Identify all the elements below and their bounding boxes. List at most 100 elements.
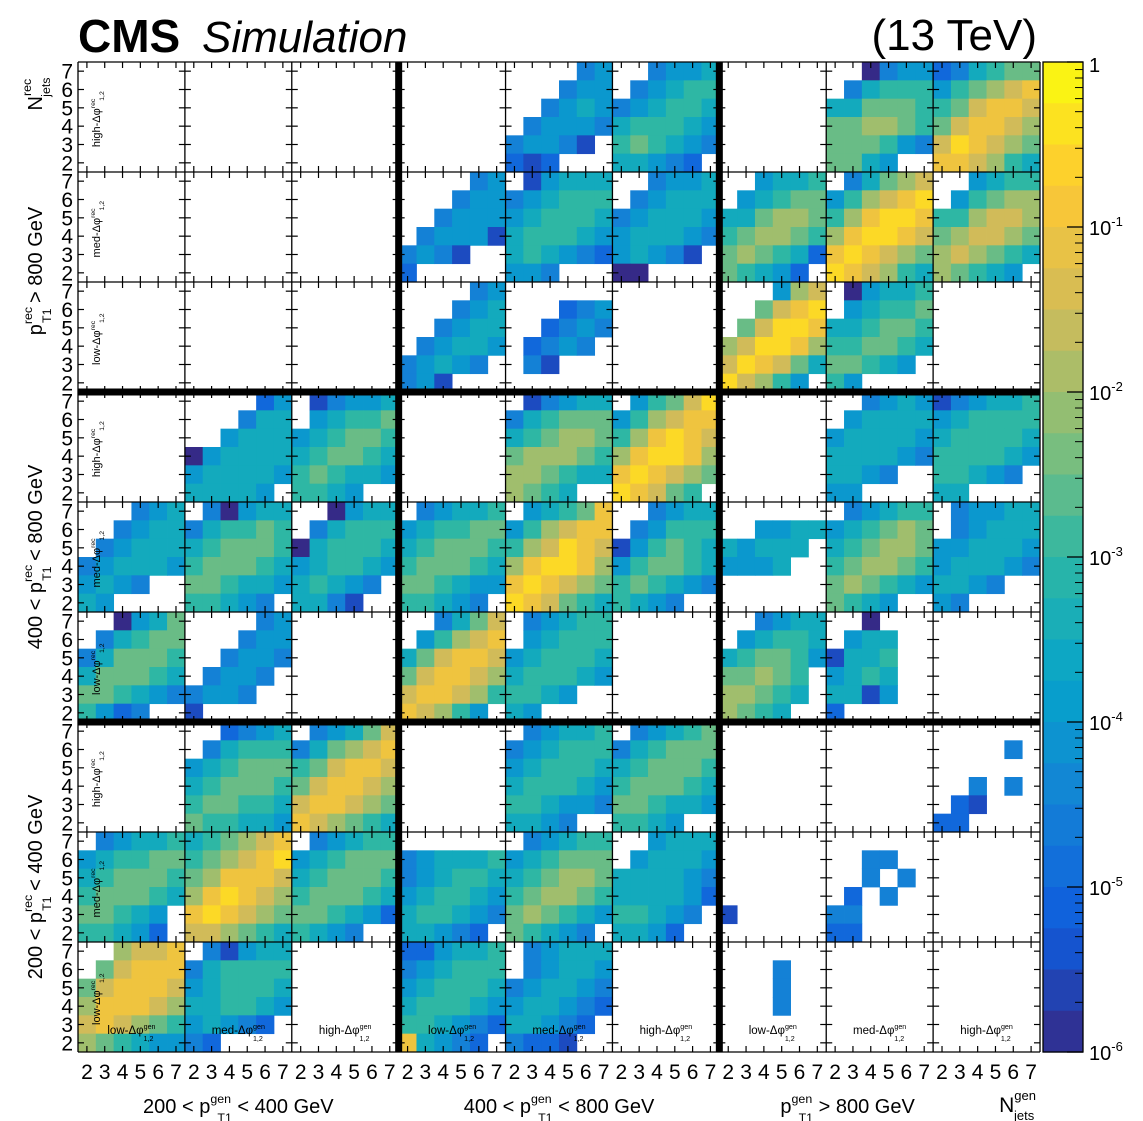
panel-dphi-rec-label: med-Δφrec1,2 <box>90 201 106 258</box>
heatmap-cell <box>113 832 132 851</box>
heatmap-cell <box>861 263 881 283</box>
heatmap-cell <box>1022 557 1041 576</box>
heatmap-cell <box>772 263 791 283</box>
heatmap-cell <box>505 905 524 925</box>
y-tick-label: 6 <box>61 79 73 102</box>
heatmap-cell <box>238 593 257 613</box>
heatmap-cell <box>559 813 578 833</box>
heatmap-cell <box>612 923 631 943</box>
y-tick-label: 5 <box>61 317 73 340</box>
heatmap-cell <box>291 593 310 613</box>
heatmap-cell <box>469 593 489 613</box>
heatmap-cell <box>469 1015 489 1035</box>
heatmap-cell <box>541 978 560 998</box>
heatmap-cell <box>345 428 364 448</box>
heatmap-cell <box>665 392 685 411</box>
x-tick-label: 3 <box>954 1061 966 1084</box>
heatmap-cell <box>523 1015 542 1035</box>
heatmap-cell <box>220 795 239 815</box>
heatmap-cell <box>772 557 791 576</box>
x-tick-label: 2 <box>402 1061 414 1084</box>
heatmap-cell <box>345 923 364 943</box>
heatmap-cell <box>345 758 364 778</box>
heatmap-cell <box>737 667 756 686</box>
heatmap-cell <box>416 1033 435 1053</box>
heatmap-cell <box>291 428 310 448</box>
heatmap-cell <box>434 703 453 723</box>
y-tick-label: 4 <box>61 336 73 359</box>
svg-text:med-Δφrec1,2: med-Δφrec1,2 <box>90 201 106 258</box>
heatmap-cell <box>220 520 239 540</box>
heatmap-cell <box>576 593 596 613</box>
heatmap-cell <box>772 190 791 210</box>
heatmap-cell <box>754 190 774 210</box>
heatmap-cell <box>683 502 702 521</box>
heatmap-cell <box>950 117 970 136</box>
heatmap-cell <box>594 630 613 650</box>
heatmap-cell <box>683 392 702 411</box>
heatmap-cell <box>416 373 435 393</box>
heatmap-cell <box>505 465 524 485</box>
heatmap-cell <box>1004 80 1023 100</box>
heatmap-cell <box>844 410 863 430</box>
panel-dphi-gen-label: low-Δφgen 1,2 <box>749 1023 797 1043</box>
svg-text:med-Δφrec1,2: med-Δφrec1,2 <box>90 531 106 588</box>
heatmap-cell <box>327 850 346 870</box>
heatmap-cell <box>950 795 970 815</box>
heatmap-cell <box>861 318 881 338</box>
y-group-label: 400 < prec T1 < 800 GeV <box>21 464 54 649</box>
heatmap-cell <box>968 795 987 815</box>
heatmap-cell <box>594 887 613 906</box>
heatmap-cell <box>167 850 186 870</box>
heatmap-cell <box>968 777 987 796</box>
y-tick-label: 4 <box>61 446 73 469</box>
heatmap-cell <box>826 245 845 265</box>
heatmap-cell <box>772 318 791 338</box>
heatmap-cell <box>594 300 613 320</box>
heatmap-cell <box>327 887 346 906</box>
heatmap-cell <box>291 447 310 466</box>
heatmap-cell <box>719 208 738 228</box>
heatmap-cell <box>754 208 774 228</box>
heatmap-cell <box>844 502 863 521</box>
heatmap-cell <box>844 355 863 375</box>
heatmap-cell <box>469 557 489 576</box>
heatmap-cell <box>167 832 186 851</box>
heatmap-cell <box>380 795 400 815</box>
heatmap-cell <box>398 887 417 906</box>
heatmap-cell <box>202 593 221 613</box>
heatmap-cell <box>487 612 506 631</box>
heatmap-cell <box>131 905 150 925</box>
heatmap-cell <box>309 428 328 448</box>
x-tick-label: 4 <box>437 1061 449 1084</box>
heatmap-cell <box>380 740 400 760</box>
heatmap-cell <box>238 538 257 558</box>
y-tick-label: 4 <box>61 776 73 799</box>
heatmap-cell <box>398 850 417 870</box>
heatmap-cell <box>897 410 916 430</box>
panel-dphi-rec-label: med-Δφrec1,2 <box>90 861 106 918</box>
heatmap-cell <box>950 520 970 540</box>
heatmap-cell <box>861 410 881 430</box>
heatmap-cell <box>202 887 221 906</box>
heatmap-cell <box>309 887 328 906</box>
heatmap-cell <box>826 337 845 356</box>
heatmap-cell <box>915 62 934 81</box>
x-tick-label: 4 <box>758 1061 770 1084</box>
heatmap-cell <box>434 923 453 943</box>
heatmap-cell <box>149 832 168 851</box>
heatmap-cell <box>309 465 328 485</box>
heatmap-cell <box>915 557 934 576</box>
heatmap-cell <box>309 593 328 613</box>
heatmap-cell <box>844 373 863 393</box>
heatmap-cell <box>897 62 916 81</box>
heatmap-cell <box>665 923 685 943</box>
heatmap-cell <box>541 722 560 741</box>
heatmap-cell <box>665 777 685 796</box>
x-tick-label: 7 <box>384 1061 396 1084</box>
colorbar-tick-label: 10-5 <box>1089 874 1123 900</box>
heatmap-cell <box>256 593 275 613</box>
heatmap-cell <box>523 960 542 980</box>
